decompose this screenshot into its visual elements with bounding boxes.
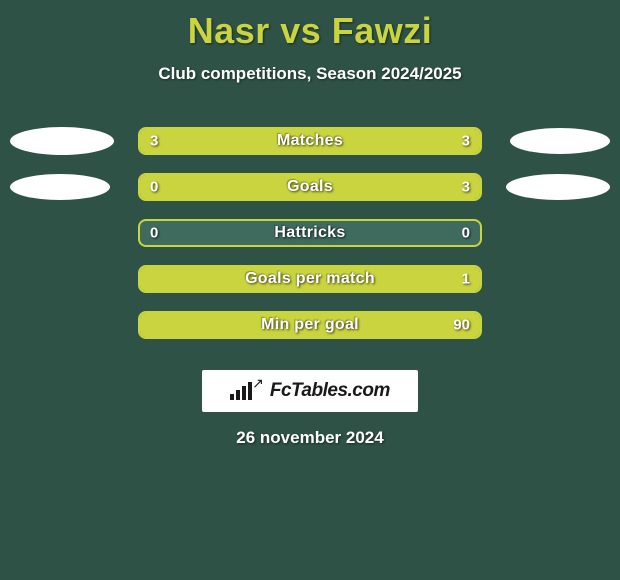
stat-label: Hattricks bbox=[140, 224, 480, 242]
stat-bar: 33Matches bbox=[138, 127, 482, 155]
stat-bar: 90Min per goal bbox=[138, 311, 482, 339]
stat-row: 03Goals bbox=[0, 164, 620, 210]
stat-label: Min per goal bbox=[140, 316, 480, 334]
stat-bar: 03Goals bbox=[138, 173, 482, 201]
stat-label: Goals per match bbox=[140, 270, 480, 288]
player-badge-left bbox=[8, 172, 112, 202]
stat-bar: 1Goals per match bbox=[138, 265, 482, 293]
player-badge-right bbox=[508, 126, 612, 156]
logo-text: FcTables.com bbox=[270, 380, 390, 402]
player-badge-right bbox=[504, 172, 612, 202]
stat-row: 33Matches bbox=[0, 118, 620, 164]
stat-row: 00Hattricks bbox=[0, 210, 620, 256]
stat-row: 1Goals per match bbox=[0, 256, 620, 302]
date-label: 26 november 2024 bbox=[0, 428, 620, 448]
stat-label: Goals bbox=[140, 178, 480, 196]
chart-icon: ↗ bbox=[230, 382, 266, 400]
comparison-title: Nasr vs Fawzi bbox=[0, 0, 620, 52]
stat-label: Matches bbox=[140, 132, 480, 150]
season-subtitle: Club competitions, Season 2024/2025 bbox=[0, 64, 620, 84]
stats-area: 33Matches 03Goals 00Hattricks 1Goals per ma… bbox=[0, 118, 620, 348]
stat-bar: 00Hattricks bbox=[138, 219, 482, 247]
site-logo: ↗ FcTables.com bbox=[202, 370, 418, 412]
stat-row: 90Min per goal bbox=[0, 302, 620, 348]
player-badge-left bbox=[8, 125, 116, 157]
